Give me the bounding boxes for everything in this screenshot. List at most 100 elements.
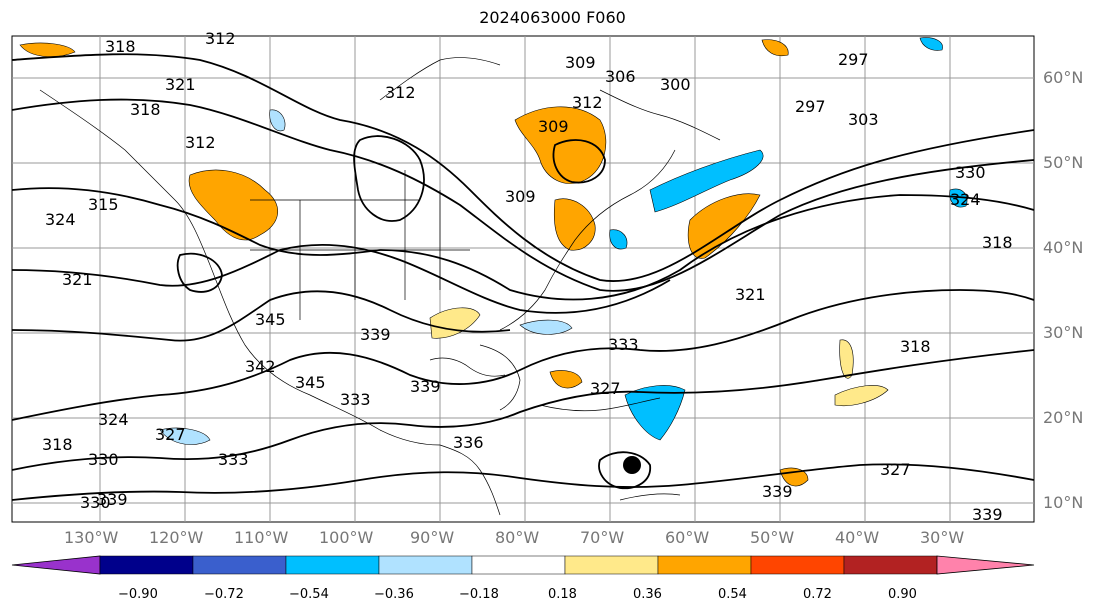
shade-negative bbox=[269, 109, 286, 132]
lat-label: 50°N bbox=[1043, 153, 1084, 172]
lon-label: 120°W bbox=[149, 528, 204, 547]
shade-positive bbox=[188, 169, 279, 241]
contour-label-group: 318 312 321 318 312 315 324 321 312 309 … bbox=[42, 29, 1013, 524]
contour-label: 327 bbox=[880, 460, 911, 479]
colorbar-segment bbox=[285, 555, 380, 575]
contour-label: 345 bbox=[255, 310, 286, 329]
lon-label: 90°W bbox=[410, 528, 455, 547]
colorbar-segment bbox=[471, 555, 566, 575]
colorbar-tick-label: 0.54 bbox=[718, 587, 747, 602]
colorbar-tick-label: −0.72 bbox=[204, 587, 244, 602]
contour-label: 309 bbox=[565, 53, 596, 72]
lat-label: 60°N bbox=[1043, 68, 1084, 87]
contour-label: 330 bbox=[80, 493, 111, 512]
colorbar-segment bbox=[657, 555, 752, 575]
contour-label: 339 bbox=[360, 325, 391, 344]
colorbar-segment bbox=[378, 555, 473, 575]
shade-negative bbox=[519, 319, 573, 335]
colorbar-tick-label: 0.90 bbox=[888, 587, 917, 602]
lon-label: 30°W bbox=[920, 528, 965, 547]
contour-label: 342 bbox=[245, 357, 276, 376]
colorbar-tick-label: −0.36 bbox=[374, 587, 414, 602]
lon-label: 130°W bbox=[64, 528, 119, 547]
contour-label: 333 bbox=[340, 390, 371, 409]
colorbar bbox=[11, 555, 1035, 575]
lon-label: 50°W bbox=[750, 528, 795, 547]
contour-label: 327 bbox=[155, 425, 186, 444]
contour-label: 324 bbox=[98, 410, 129, 429]
contour-label: 309 bbox=[505, 187, 536, 206]
colorbar-segment bbox=[192, 555, 287, 575]
lat-label: 10°N bbox=[1043, 493, 1084, 512]
contour-label: 318 bbox=[130, 100, 161, 119]
contour-label: 315 bbox=[88, 195, 119, 214]
map-panel: 318 312 321 318 312 315 324 321 312 309 … bbox=[11, 29, 1035, 524]
colorbar-tick-label: −0.90 bbox=[118, 587, 158, 602]
contour-label: 339 bbox=[762, 482, 793, 501]
contour-label: 321 bbox=[62, 270, 93, 289]
colorbar-tick-label: 0.36 bbox=[633, 587, 662, 602]
shade-positive bbox=[834, 385, 889, 407]
lat-label: 40°N bbox=[1043, 238, 1084, 257]
contour-label: 300 bbox=[660, 75, 691, 94]
colorbar-tick-label: −0.18 bbox=[459, 587, 499, 602]
shade-positive bbox=[549, 370, 583, 389]
contour-label: 312 bbox=[385, 83, 416, 102]
lat-label: 20°N bbox=[1043, 408, 1084, 427]
colorbar-tick-label: 0.18 bbox=[548, 587, 577, 602]
colorbar-segment bbox=[843, 555, 938, 575]
contour-label: 318 bbox=[900, 337, 931, 356]
shade-positive bbox=[761, 39, 789, 57]
contour-label: 345 bbox=[295, 373, 326, 392]
contour-label: 306 bbox=[605, 67, 636, 86]
contour-label: 318 bbox=[105, 37, 136, 56]
colorbar-segment bbox=[750, 555, 845, 575]
contour-label: 312 bbox=[185, 133, 216, 152]
contour-label: 339 bbox=[410, 377, 441, 396]
shaded-regions bbox=[19, 37, 968, 487]
colorbar-tick-label: 0.72 bbox=[803, 587, 832, 602]
contour-label: 333 bbox=[608, 335, 639, 354]
lon-label: 80°W bbox=[495, 528, 540, 547]
shade-negative bbox=[159, 427, 211, 445]
contour-label: 324 bbox=[950, 190, 981, 209]
contour-label: 312 bbox=[205, 29, 236, 48]
colorbar-segment bbox=[99, 555, 194, 575]
colorbar-arrow-right bbox=[936, 555, 1035, 575]
contour-label: 309 bbox=[538, 117, 569, 136]
lon-label: 40°W bbox=[835, 528, 880, 547]
lon-label: 60°W bbox=[665, 528, 710, 547]
contour-label: 318 bbox=[42, 435, 73, 454]
contour-label: 339 bbox=[97, 490, 128, 509]
contour-label: 312 bbox=[572, 93, 603, 112]
contour-lines bbox=[11, 53, 1035, 501]
shade-positive bbox=[553, 198, 596, 251]
contour-label: 321 bbox=[165, 75, 196, 94]
colorbar-arrow-left bbox=[11, 555, 101, 575]
lon-label: 70°W bbox=[580, 528, 625, 547]
contour-label: 321 bbox=[735, 285, 766, 304]
contour-label: 303 bbox=[848, 110, 879, 129]
shade-negative bbox=[624, 385, 686, 441]
contour-label: 318 bbox=[982, 233, 1013, 252]
shade-positive bbox=[429, 307, 481, 339]
contour-label: 330 bbox=[955, 163, 986, 182]
contour-label: 297 bbox=[795, 97, 826, 116]
contour-label: 324 bbox=[45, 210, 76, 229]
colorbar-tick-label: −0.54 bbox=[289, 587, 329, 602]
shade-negative bbox=[649, 149, 764, 213]
contour-label: 339 bbox=[972, 505, 1003, 524]
contour-label: 333 bbox=[218, 450, 249, 469]
cyclone-center-marker bbox=[623, 456, 641, 474]
contour-label: 297 bbox=[838, 50, 869, 69]
contour-label: 336 bbox=[453, 433, 484, 452]
shade-positive bbox=[19, 42, 76, 58]
coastlines bbox=[39, 57, 721, 516]
shade-positive bbox=[514, 106, 607, 184]
contour-label: 327 bbox=[590, 379, 621, 398]
lat-label: 30°N bbox=[1043, 323, 1084, 342]
lon-label: 100°W bbox=[319, 528, 374, 547]
shade-negative bbox=[919, 37, 943, 51]
shade-negative bbox=[609, 229, 628, 250]
